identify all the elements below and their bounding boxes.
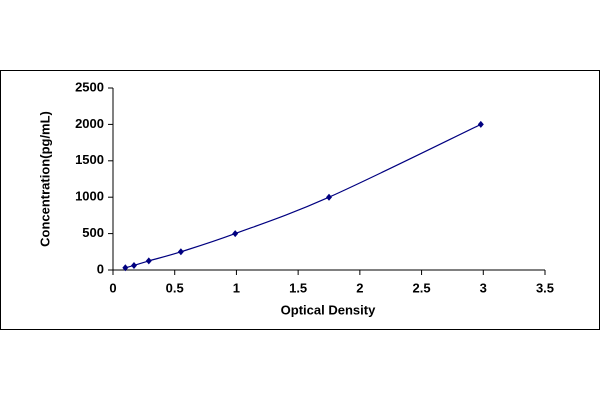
x-tick-label: 1 xyxy=(233,280,240,295)
data-point xyxy=(232,230,239,238)
data-point xyxy=(326,193,332,201)
y-tick-label: 500 xyxy=(82,225,104,240)
x-tick-label: 0.5 xyxy=(166,280,184,295)
data-point xyxy=(122,264,129,272)
data-point xyxy=(130,261,137,269)
data-point xyxy=(177,248,184,256)
x-tick-label: 3.5 xyxy=(536,280,554,295)
y-tick-label: 1500 xyxy=(75,152,104,167)
y-tick-label: 2000 xyxy=(75,116,104,131)
x-tick-label: 3 xyxy=(480,280,487,295)
data-point xyxy=(477,120,484,128)
x-axis-label: Optical Density xyxy=(281,302,376,317)
x-tick-label: 1.5 xyxy=(289,280,307,295)
chart-frame xyxy=(0,70,600,330)
x-tick-label: 2.5 xyxy=(413,280,431,295)
y-axis-label: Concentration(pg/mL) xyxy=(37,111,52,247)
y-tick-label: 1000 xyxy=(75,189,104,204)
x-tick-label: 0 xyxy=(109,280,116,295)
data-point xyxy=(145,257,152,265)
y-tick-label: 2500 xyxy=(75,79,104,94)
y-tick-label: 0 xyxy=(97,261,104,276)
x-tick-label: 2 xyxy=(356,280,363,295)
